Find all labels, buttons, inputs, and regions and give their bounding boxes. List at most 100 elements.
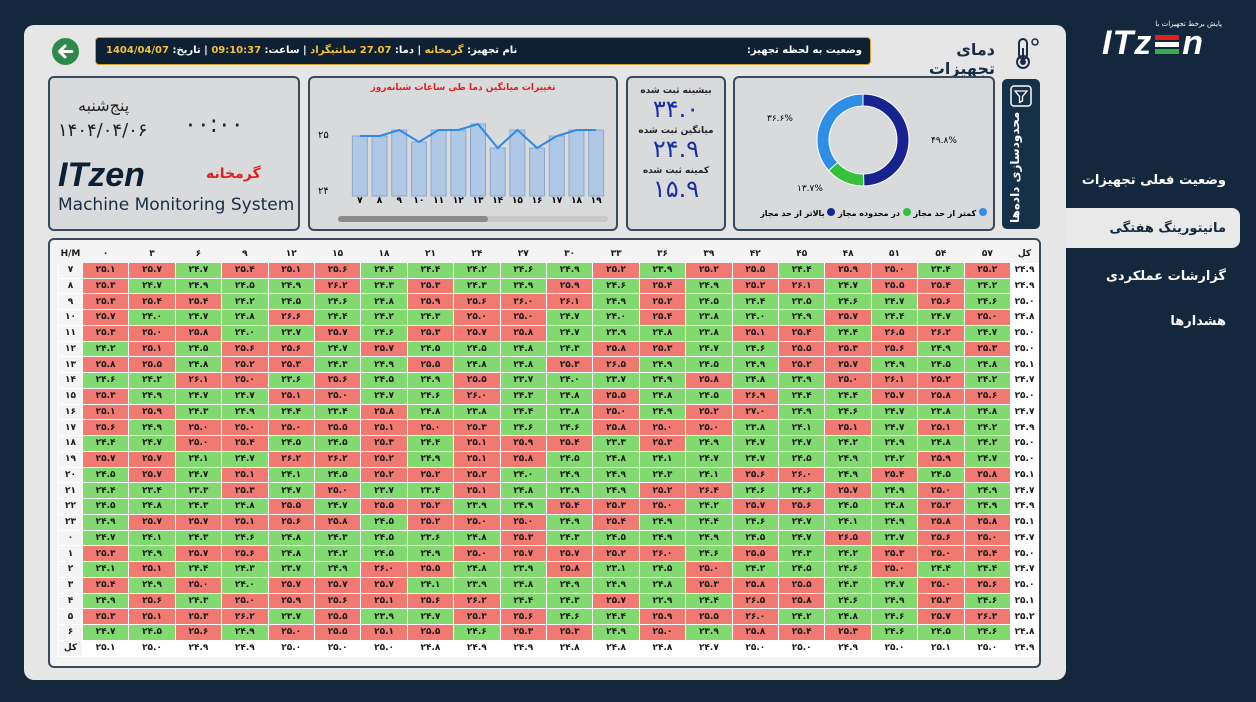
heatmap-cell: ۲۵.۸ (731, 576, 780, 594)
heatmap-cell: ۲۵.۹ (917, 450, 965, 468)
heatmap-corner: H/M (58, 246, 83, 263)
heatmap-cell: ۲۵.۰ (917, 576, 965, 594)
heatmap-cell: ۲۴.۹ (221, 403, 269, 421)
column-total: ۲۴.۹ (499, 639, 547, 657)
heatmap-cell: ۲۵.۱ (267, 387, 315, 405)
heatmap-cell: ۲۴.۹ (221, 624, 269, 641)
filter-tab[interactable] (1002, 79, 1040, 229)
heatmap-cell: ۲۵.۸ (360, 403, 408, 421)
menu-weekly-monitoring[interactable]: مانیتورینگ هفتگی (1109, 221, 1226, 236)
heatmap-cell: ۲۴.۷ (963, 324, 1012, 342)
hour-label: ۲۰ (58, 466, 83, 484)
thermometer-icon (1016, 38, 1039, 69)
pct-above: ۴۹.۸% (931, 136, 957, 146)
heatmap-cell: ۲۵.۳ (499, 529, 547, 547)
heatmap-cell: ۲۵.۰ (128, 324, 176, 342)
heatmap-cell: ۲۶.۵ (870, 324, 919, 342)
heatmap-cell: ۲۴.۴ (685, 513, 733, 531)
filter-label[interactable]: محدودسازی داده‌ها (1008, 111, 1022, 223)
heatmap-cell: ۲۵.۸ (685, 372, 733, 389)
heatmap-cell: ۲۵.۱ (128, 561, 176, 578)
menu-current-status[interactable]: وضعیت فعلی تجهیزات (1081, 173, 1226, 188)
heatmap-cell: ۲۳.۸ (453, 403, 501, 421)
heatmap-cell: ۲۴.۰ (592, 309, 640, 326)
donut-slice (816, 93, 864, 172)
heatmap-cell: ۲۵.۳ (545, 624, 594, 641)
trend-line (359, 122, 597, 150)
heatmap-cell: ۲۵.۱ (81, 403, 130, 421)
heatmap-cell: ۲۴.۶ (824, 592, 872, 610)
heatmap-cell: ۲۴.۹ (963, 482, 1012, 499)
heatmap-cell: ۲۴.۸ (174, 356, 223, 373)
heatmap-cell: ۲۵.۳ (870, 545, 919, 562)
heatmap-cell: ۲۴.۶ (313, 293, 362, 310)
heatmap-cell: ۲۴.۸ (731, 372, 780, 389)
heatmap-cell: ۲۵.۵ (685, 608, 733, 625)
heatmap-cell: ۲۵.۰ (453, 513, 501, 531)
chart-scrollbar[interactable] (338, 216, 608, 222)
heatmap-cell: ۲۶.۰ (777, 466, 826, 484)
y-tick-25: ۲۵ (318, 130, 329, 141)
hour-label: ۱۰ (58, 309, 83, 326)
heatmap-cell: ۲۵.۷ (81, 450, 130, 468)
heatmap-cell: ۲۴.۹ (638, 372, 687, 389)
column-total: ۲۴.۷ (685, 639, 733, 657)
row-total: ۲۵.۰ (1010, 293, 1039, 310)
menu-performance-reports[interactable]: گزارشات عملکردی (1106, 269, 1226, 284)
row-total: ۲۴.۷ (1010, 482, 1039, 499)
row-total: ۲۴.۹ (1010, 261, 1039, 279)
heatmap-cell: ۲۴.۰ (221, 324, 269, 342)
minute-header: ۲۷ (499, 246, 547, 263)
heatmap-cell: ۲۴.۱ (128, 529, 176, 547)
trend-x-tick: ۱۱ (433, 196, 445, 206)
table-row: ۱۱ ۲۵.۳ ۲۵.۰ ۲۵.۸ ۲۴.۰ ۲۳.۷ ۲۵.۷ ۲۴.۶ ۲۵.۳ ۲۵.۷ ۲۵… (58, 324, 1039, 342)
heatmap-panel: H/M ۰ ۳ ۶ ۹ ۱۲ ۱۵ ۱۸ ۲۱ ۲۴ ۲۷ ۳۰ ۳۳ ۳۶ ۳۹ ۴۲ ۴۵ ۴۸ ۵۱ ۵۴ ۵۷ ک… (48, 238, 1041, 668)
heatmap-cell: ۲۵.۴ (128, 293, 176, 310)
heatmap-cell: ۲۴.۵ (731, 529, 780, 547)
heatmap-cell: ۲۵.۴ (545, 498, 594, 515)
hour-label: ۹ (58, 293, 83, 310)
minute-header: ۳۰ (545, 246, 594, 263)
legend-below-label: کمتر از حد مجاز (913, 209, 977, 218)
heatmap-cell: ۲۵.۷ (592, 592, 640, 610)
trend-chart-panel: تغییرات میانگین دما طی ساعات شبانه‌روز ۲… (308, 76, 618, 231)
heatmap-cell: ۲۴.۷ (731, 450, 780, 468)
heatmap-cell: ۲۵.۲ (917, 498, 965, 515)
heatmap-cell: ۲۵.۸ (592, 419, 640, 436)
minute-header: ۵۱ (870, 246, 919, 263)
trend-bar (529, 147, 546, 197)
heatmap-cell: ۲۵.۳ (453, 608, 501, 625)
table-row: ۱۴ ۲۴.۶ ۲۴.۲ ۲۶.۱ ۲۵.۰ ۲۳.۶ ۲۵.۶ ۲۴.۵ ۲۴.۹ ۲۵.۵ ۲۳… (58, 372, 1039, 389)
heatmap-cell: ۲۵.۴ (221, 261, 269, 279)
heatmap-cell: ۲۴.۲ (313, 545, 362, 562)
chart-scrollbar-thumb[interactable] (338, 216, 488, 222)
row-total: ۲۵.۰ (1010, 450, 1039, 468)
heatmap-cell: ۲۴.۷ (128, 435, 176, 452)
heatmap-cell: ۲۴.۸ (592, 450, 640, 468)
heatmap-cell: ۲۵.۳ (81, 608, 130, 625)
table-row: ۶ ۲۴.۷ ۲۴.۵ ۲۵.۶ ۲۴.۹ ۲۵.۰ ۲۵.۵ ۲۵.۱ ۲۵.۵ ۲۴.۶ ۲۵.… (58, 624, 1039, 641)
heatmap-cell: ۲۵.۴ (221, 435, 269, 452)
heatmap-cell: ۲۴.۷ (777, 435, 826, 452)
heatmap-cell: ۲۵.۷ (128, 513, 176, 531)
minute-header: ۵۴ (917, 246, 965, 263)
menu-alerts[interactable]: هشدارها (1170, 314, 1226, 329)
minute-header: ۱۸ (360, 246, 408, 263)
heatmap-cell: ۲۵.۶ (221, 545, 269, 562)
heatmap-cell: ۲۴.۹ (545, 261, 594, 279)
heatmap-cell: ۲۴.۱ (81, 561, 130, 578)
heatmap-cell: ۲۴.۸ (824, 608, 872, 625)
heatmap-cell: ۲۴.۷ (81, 624, 130, 641)
heatmap-cell: ۲۴.۱ (685, 466, 733, 484)
heatmap-cell: ۲۴.۵ (313, 466, 362, 484)
back-button[interactable] (52, 38, 79, 65)
legend-below-swatch (979, 208, 987, 216)
heatmap-cell: ۲۴.۵ (81, 498, 130, 515)
heatmap-cell: ۲۴.۴ (917, 561, 965, 578)
trend-x-tick: ۱۲ (452, 196, 464, 206)
heatmap-cell: ۲۴.۴ (406, 435, 455, 452)
heatmap-cell: ۲۴.۶ (731, 513, 780, 531)
heatmap-cell: ۲۶.۱ (174, 372, 223, 389)
minute-header: ۴۵ (777, 246, 826, 263)
heatmap-cell: ۲۴.۵ (313, 435, 362, 452)
